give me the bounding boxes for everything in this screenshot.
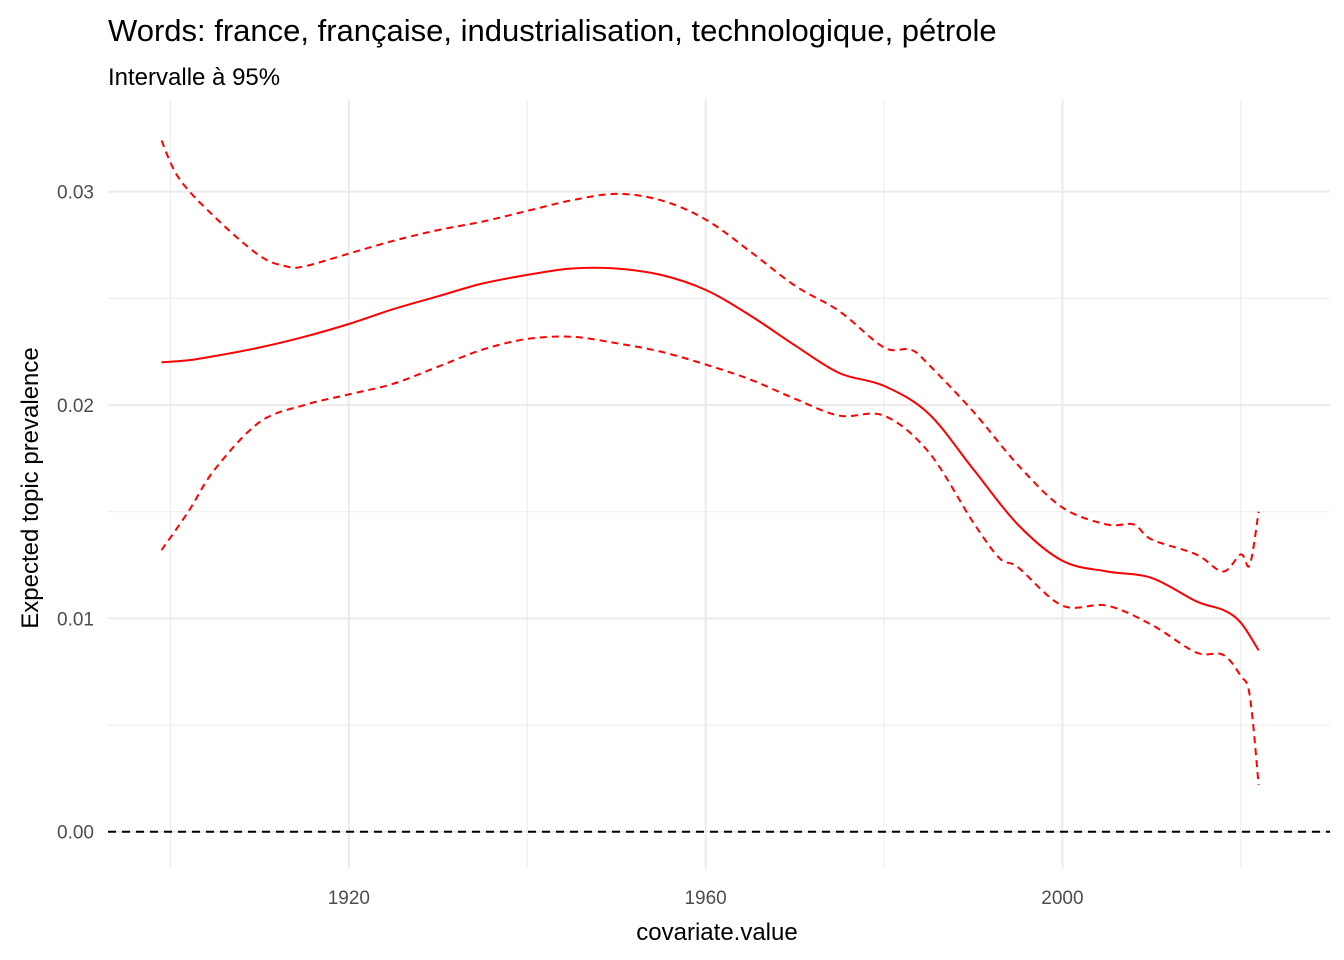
x-axis-title: covariate.value bbox=[636, 919, 797, 946]
y-tick-label: 0.02 bbox=[57, 396, 94, 417]
y-axis-ticks: 0.00 0.01 0.02 0.03 bbox=[57, 183, 94, 844]
major-grid bbox=[108, 100, 1330, 868]
y-tick-label: 0.03 bbox=[57, 183, 94, 204]
y-axis-title: Expected topic prevalence bbox=[17, 347, 44, 629]
chart-subtitle: Intervalle à 95% bbox=[108, 64, 280, 91]
series-line-lower-95 bbox=[160, 335, 1260, 785]
x-tick-label: 2000 bbox=[1041, 888, 1083, 909]
series-line-estimate bbox=[161, 266, 1260, 651]
series-line-upper-95 bbox=[160, 140, 1260, 573]
series-layer bbox=[160, 140, 1260, 785]
x-axis-ticks: 1920 1960 2000 bbox=[328, 888, 1084, 909]
minor-grid bbox=[108, 100, 1330, 868]
y-tick-label: 0.00 bbox=[57, 823, 94, 844]
y-tick-label: 0.01 bbox=[57, 609, 94, 630]
x-tick-label: 1960 bbox=[684, 888, 726, 909]
x-tick-label: 1920 bbox=[328, 888, 370, 909]
chart-title: Words: france, française, industrialisat… bbox=[108, 13, 997, 48]
